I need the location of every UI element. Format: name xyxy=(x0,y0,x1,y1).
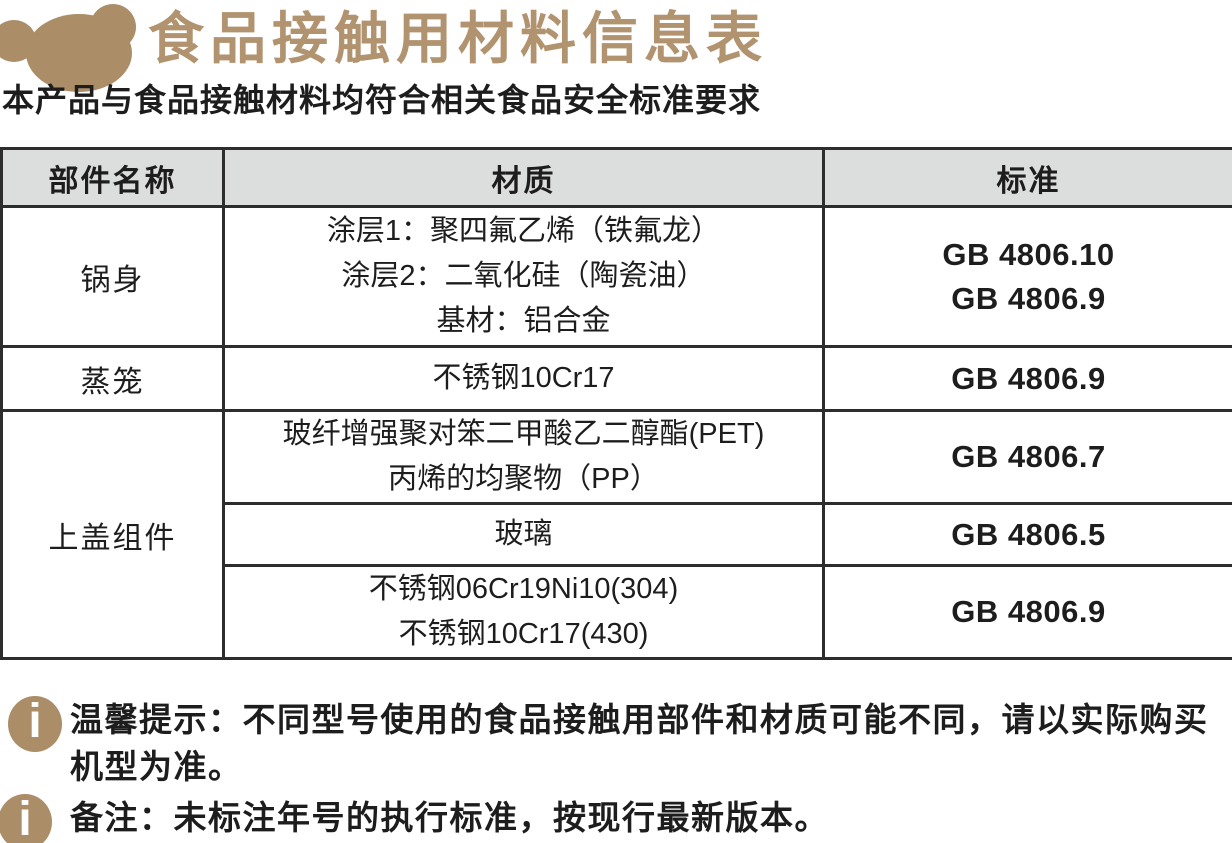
material-line: 涂层1：聚四氟乙烯（铁氟龙） xyxy=(326,215,721,247)
column-header-standard: 标准 xyxy=(822,147,1232,208)
note-tip-text: 温馨提示：不同型号使用的食品接触用部件和材质可能不同，请以实际购买 机型为准。 xyxy=(70,696,1232,790)
column-header-material: 材质 xyxy=(222,147,825,208)
standard-cell: GB 4806.10 GB 4806.9 xyxy=(822,205,1232,348)
part-name-cell: 蒸笼 xyxy=(0,345,225,412)
standard-line: GB 4806.9 xyxy=(951,594,1106,629)
part-name-cell: 锅身 xyxy=(0,205,225,348)
material-line: 不锈钢10Cr17(430) xyxy=(398,618,649,650)
material-line: 不锈钢10Cr17 xyxy=(432,362,615,394)
table-row-pot-body: 锅身 涂层1：聚四氟乙烯（铁氟龙） 涂层2：二氧化硅（陶瓷油） 基材：铝合金 G… xyxy=(0,205,1232,348)
table-row-steamer: 蒸笼 不锈钢10Cr17 GB 4806.9 xyxy=(0,345,1232,412)
note-line: 备注：未标注年号的执行标准，按现行最新版本。 xyxy=(70,799,829,836)
standard-line: GB 4806.9 xyxy=(951,360,1106,396)
page-subtitle: 本产品与食品接触材料均符合相关食品安全标准要求 xyxy=(2,82,762,118)
standard-line: GB 4806.10 xyxy=(942,236,1115,272)
table-header-row: 部件名称 材质 标准 xyxy=(0,147,1232,208)
standard-line: GB 4806.5 xyxy=(951,516,1106,552)
standard-line: GB 4806.7 xyxy=(951,439,1106,474)
table-row-lid-assembly-steel: 不锈钢06Cr19Ni10(304) 不锈钢10Cr17(430) GB 480… xyxy=(2,564,1232,660)
material-line: 不锈钢06Cr19Ni10(304) xyxy=(368,573,679,605)
material-line: 丙烯的均聚物（PP） xyxy=(388,463,659,495)
materials-table: 部件名称 材质 标准 锅身 涂层1：聚四氟乙烯（铁氟龙） 涂层2：二氧化硅（陶瓷… xyxy=(0,147,1232,660)
table-row-lid-assembly-pet: 上盖组件 玻纤增强聚对笨二甲酸乙二醇酯(PET) 丙烯的均聚物（PP） GB 4… xyxy=(0,409,1232,660)
standard-cell: GB 4806.9 xyxy=(822,345,1232,412)
note-tip: i 温馨提示：不同型号使用的食品接触用部件和材质可能不同，请以实际购买 机型为准… xyxy=(0,692,1232,790)
note-line: 机型为准。 xyxy=(70,748,243,785)
material-cell: 玻璃 xyxy=(222,502,825,567)
material-cell: 不锈钢06Cr19Ni10(304) 不锈钢10Cr17(430) xyxy=(222,564,825,660)
material-line: 玻纤增强聚对笨二甲酸乙二醇酯(PET) xyxy=(282,418,765,450)
material-cell: 涂层1：聚四氟乙烯（铁氟龙） 涂层2：二氧化硅（陶瓷油） 基材：铝合金 xyxy=(222,205,825,348)
material-cell: 不锈钢10Cr17 xyxy=(222,345,825,412)
material-line: 基材：铝合金 xyxy=(436,305,611,337)
standard-line: GB 4806.9 xyxy=(951,280,1106,316)
material-cell: 玻纤增强聚对笨二甲酸乙二醇酯(PET) 丙烯的均聚物（PP） xyxy=(222,409,825,505)
bear-head xyxy=(26,14,132,92)
standard-cell: GB 4806.5 xyxy=(822,502,1232,567)
info-icon: i xyxy=(0,794,52,843)
bear-icon xyxy=(0,2,142,94)
note-remark: i 备注：未标注年号的执行标准，按现行最新版本。 xyxy=(0,794,1232,843)
note-line: 温馨提示：不同型号使用的食品接触用部件和材质可能不同，请以实际购买 xyxy=(70,701,1209,738)
info-icon: i xyxy=(8,696,62,752)
standard-cell: GB 4806.9 xyxy=(822,564,1232,660)
table-row-lid-assembly-glass: 玻璃 GB 4806.5 xyxy=(2,502,1232,567)
material-line: 涂层2：二氧化硅（陶瓷油） xyxy=(341,260,706,292)
material-line: 玻璃 xyxy=(494,518,553,550)
column-header-part-name: 部件名称 xyxy=(0,147,225,208)
standard-cell: GB 4806.7 xyxy=(822,409,1232,505)
notes-section: i 温馨提示：不同型号使用的食品接触用部件和材质可能不同，请以实际购买 机型为准… xyxy=(0,692,1232,843)
page-title: 食品接触用材料信息表 xyxy=(148,7,768,70)
part-name-cell: 上盖组件 xyxy=(0,409,225,660)
note-remark-text: 备注：未标注年号的执行标准，按现行最新版本。 xyxy=(70,794,1232,841)
